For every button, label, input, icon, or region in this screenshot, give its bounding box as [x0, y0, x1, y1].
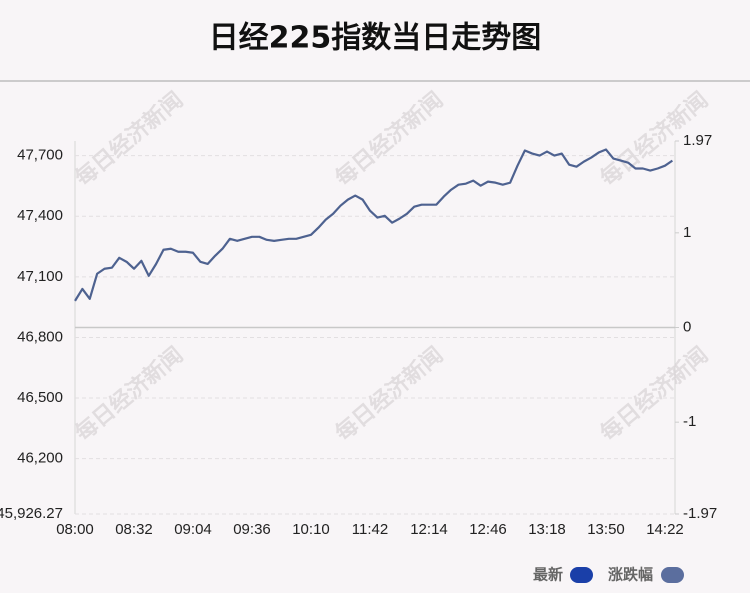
watermark: 每日经济新闻 [330, 87, 448, 192]
x-tick-label: 13:50 [587, 521, 625, 538]
y-tick-label: 46,500 [17, 389, 63, 406]
watermark: 每日经济新闻 [70, 87, 188, 192]
y-tick-label: 45,926.27 [0, 505, 63, 522]
x-tick-label: 11:42 [352, 521, 388, 538]
chart-title: 日经225指数当日走势图 [209, 21, 542, 56]
x-tick-label: 10:10 [292, 521, 330, 538]
legend-label: 涨跌幅 [608, 566, 653, 584]
y-tick-label: 46,200 [17, 450, 63, 467]
legend-swatch [570, 567, 593, 583]
y-tick-label: 47,700 [17, 147, 63, 164]
watermark: 每日经济新闻 [595, 342, 713, 447]
y2-tick-label: 0 [683, 318, 691, 335]
y2-tick-label: -1.97 [683, 505, 717, 522]
y2-tick-label: 1 [683, 224, 691, 241]
price-line [74, 148, 674, 302]
x-tick-label: 14:22 [646, 521, 684, 538]
legend-label: 最新 [533, 566, 563, 584]
y-tick-label: 46,800 [17, 328, 63, 345]
x-tick-label: 08:00 [56, 521, 94, 538]
x-tick-label: 13:18 [528, 521, 566, 538]
y2-tick-label: -1 [683, 413, 696, 430]
x-tick-label: 09:36 [233, 521, 271, 538]
y-tick-label: 47,400 [17, 207, 63, 224]
x-tick-label: 12:46 [469, 521, 507, 538]
legend-swatch [661, 567, 684, 583]
watermark: 每日经济新闻 [70, 342, 188, 447]
watermark: 每日经济新闻 [330, 342, 448, 447]
y2-tick-label: 1.97 [683, 132, 712, 149]
y-tick-label: 47,100 [17, 268, 63, 285]
x-tick-label: 09:04 [174, 521, 212, 538]
x-tick-label: 12:14 [410, 521, 448, 538]
x-tick-label: 08:32 [115, 521, 153, 538]
